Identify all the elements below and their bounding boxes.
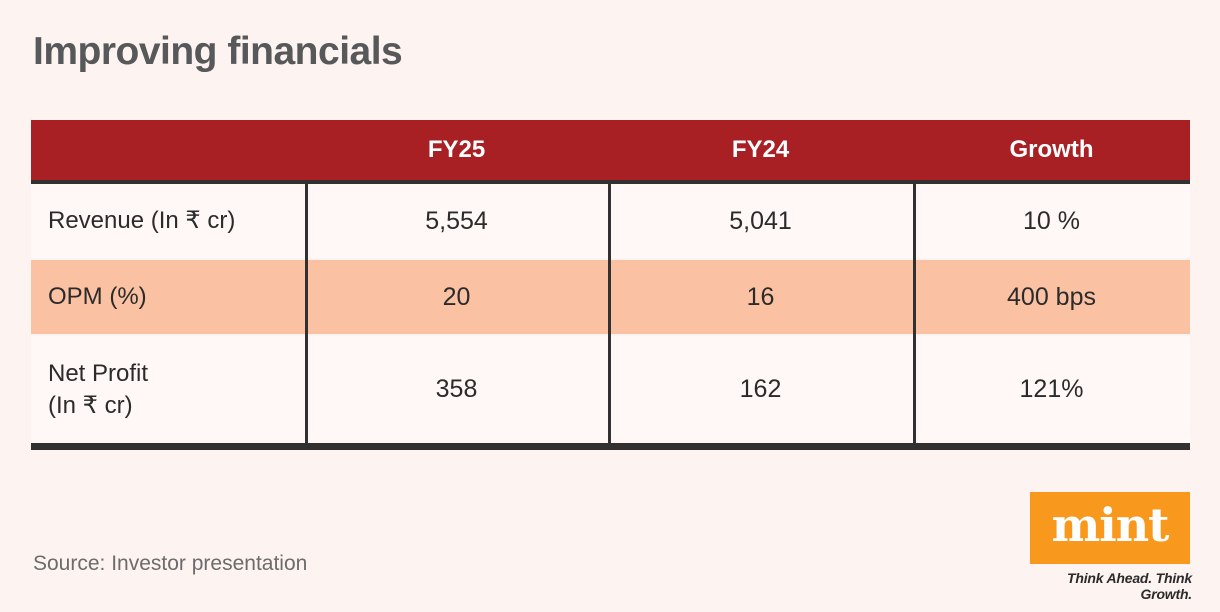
cell-value: 358 bbox=[435, 375, 478, 403]
header-cell-fy24: FY24 bbox=[731, 136, 790, 163]
cell-value: 121% bbox=[1019, 375, 1084, 403]
cell-value: 10 % bbox=[1023, 206, 1080, 235]
financials-table: FY25 FY24 Growth Revenue (In ₹ cr) 5,554… bbox=[31, 120, 1190, 450]
cell-value: 162 bbox=[739, 375, 782, 403]
row-label: OPM (%) bbox=[48, 283, 147, 311]
mint-logo: mint bbox=[1030, 492, 1190, 564]
page-title: Improving financials bbox=[33, 30, 403, 73]
cell-value: 5,554 bbox=[425, 206, 488, 235]
header-cell-growth: Growth bbox=[1009, 136, 1094, 163]
source-note: Source: Investor presentation bbox=[33, 552, 308, 575]
cell-value: 16 bbox=[746, 282, 775, 311]
column-separator bbox=[305, 184, 308, 443]
table-bottom-rule bbox=[31, 443, 1190, 450]
row-label: Net Profit (In ₹ cr) bbox=[48, 360, 149, 419]
column-separator bbox=[913, 184, 916, 443]
column-separator bbox=[608, 184, 611, 443]
mint-logo-text: mint bbox=[1051, 498, 1170, 552]
table-header-row: FY25 FY24 Growth bbox=[31, 120, 1190, 184]
cell-value: 20 bbox=[442, 282, 471, 311]
mint-tagline: Think Ahead. Think Growth. bbox=[1067, 570, 1192, 602]
cell-value: 5,041 bbox=[729, 206, 792, 235]
header-cell-fy25: FY25 bbox=[427, 136, 486, 163]
table-body: Revenue (In ₹ cr) 5,554 5,041 10 % OPM (… bbox=[31, 184, 1190, 443]
row-label: Revenue (In ₹ cr) bbox=[48, 207, 236, 235]
cell-value: 400 bps bbox=[1007, 282, 1096, 311]
header-cell-metric bbox=[31, 120, 305, 180]
